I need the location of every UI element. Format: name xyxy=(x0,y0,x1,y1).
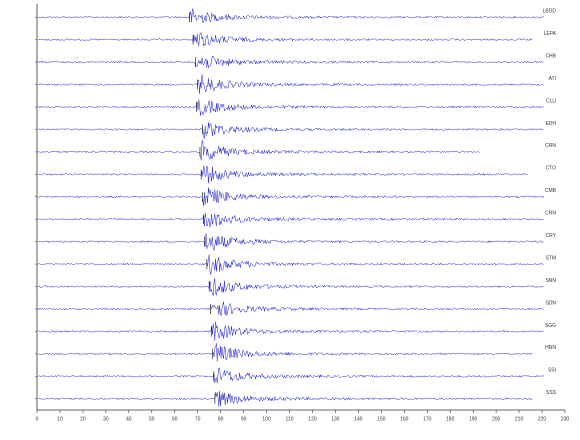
station-label: SSS xyxy=(546,390,557,396)
trace xyxy=(37,55,544,69)
trace xyxy=(37,367,544,384)
x-tick-label: 220 xyxy=(538,416,547,422)
x-tick-label: 20 xyxy=(80,416,86,422)
trace xyxy=(37,212,544,228)
x-tick-label: 50 xyxy=(149,416,155,422)
station-label: SDN xyxy=(545,300,556,306)
station-label: HRN xyxy=(545,345,556,351)
trace xyxy=(37,99,544,116)
station-label: CRN xyxy=(545,143,556,149)
x-tick-label: 130 xyxy=(331,416,340,422)
x-tick-label: 80 xyxy=(218,416,224,422)
station-label: ATI xyxy=(549,76,556,82)
x-tick-label: 30 xyxy=(103,416,109,422)
station-label: CLU xyxy=(546,98,556,104)
x-tick-label: 60 xyxy=(172,416,178,422)
station-label: SNN xyxy=(545,278,556,284)
x-tick-label: 90 xyxy=(241,416,247,422)
trace xyxy=(37,187,544,207)
x-tick-label: 170 xyxy=(423,416,432,422)
x-tick-label: 200 xyxy=(492,416,501,422)
x-tick-label: 100 xyxy=(262,416,271,422)
trace xyxy=(37,301,544,317)
station-label: CRN xyxy=(545,211,556,217)
x-tick-label: 140 xyxy=(354,416,363,422)
x-tick-label: 0 xyxy=(36,416,39,422)
station-label: LBDD xyxy=(543,9,557,15)
x-tick-label: 110 xyxy=(286,416,294,422)
trace xyxy=(37,165,528,184)
x-tick-label: 10 xyxy=(57,416,63,422)
trace xyxy=(37,254,544,275)
trace xyxy=(37,343,533,362)
station-label: SGG xyxy=(545,323,556,329)
trace xyxy=(37,391,533,407)
station-label: CTO xyxy=(546,166,557,172)
trace xyxy=(37,139,480,161)
station-label: SSI xyxy=(548,368,556,374)
x-tick-label: 70 xyxy=(195,416,201,422)
station-label: CRY xyxy=(546,233,557,239)
trace xyxy=(37,31,533,47)
station-label: EDH xyxy=(545,121,556,127)
x-tick-label: 40 xyxy=(126,416,132,422)
x-tick-label: 210 xyxy=(515,416,524,422)
x-tick-label: 180 xyxy=(446,416,455,422)
trace xyxy=(37,321,544,341)
trace xyxy=(37,74,544,94)
trace xyxy=(37,8,544,23)
x-tick-label: 120 xyxy=(308,416,317,422)
station-label: LEPA xyxy=(544,31,557,37)
trace xyxy=(37,122,544,139)
x-tick-label: 230 xyxy=(561,416,570,422)
x-tick-label: 150 xyxy=(377,416,386,422)
station-label: CHB xyxy=(545,53,556,59)
trace xyxy=(37,277,544,296)
station-label: CMB xyxy=(545,188,557,194)
trace xyxy=(37,233,544,251)
station-label: STM xyxy=(545,255,556,261)
x-tick-label: 160 xyxy=(400,416,409,422)
x-tick-label: 190 xyxy=(469,416,478,422)
